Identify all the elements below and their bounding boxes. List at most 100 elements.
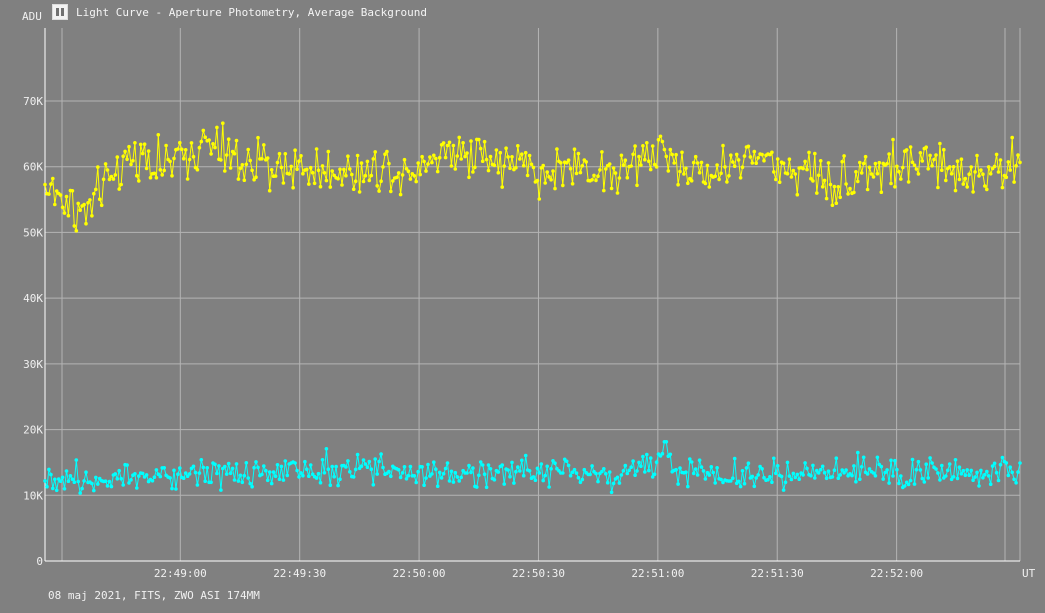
- series-1-point: [449, 164, 454, 168]
- series-2-point: [445, 461, 450, 465]
- series-2-point: [492, 478, 497, 482]
- series-2-point: [297, 475, 301, 479]
- series-1-point: [305, 167, 309, 172]
- series-1-point: [72, 224, 77, 228]
- series-1-point: [1014, 164, 1018, 168]
- series-1-point: [559, 161, 563, 165]
- series-1-point: [488, 154, 493, 159]
- series-2-point: [875, 455, 880, 460]
- series-2-point: [373, 457, 378, 461]
- series-2-point: [850, 473, 854, 478]
- series-2-point: [361, 458, 366, 462]
- series-1-point: [92, 191, 96, 196]
- series-1-point: [457, 135, 462, 140]
- light-curve-app-icon[interactable]: [52, 4, 68, 20]
- series-1-point: [195, 167, 200, 172]
- series-1-point: [867, 165, 872, 170]
- series-2-point: [332, 474, 337, 479]
- series-1-point: [959, 157, 964, 161]
- series-1-point: [53, 202, 57, 207]
- series-2-point: [564, 459, 569, 464]
- series-2-point: [316, 471, 321, 476]
- series-2-point: [752, 484, 757, 489]
- series-1-point: [793, 172, 798, 176]
- series-2-point: [689, 460, 694, 464]
- series-1-point: [748, 155, 753, 159]
- series-2-point: [1014, 481, 1018, 485]
- series-2-point: [770, 480, 774, 485]
- series-1-point: [682, 172, 686, 176]
- series-2-point: [883, 470, 887, 475]
- series-1-point: [459, 157, 464, 161]
- x-tick-label: 22:51:00: [631, 567, 684, 580]
- series-1-point: [531, 165, 536, 170]
- series-1-point: [520, 152, 524, 156]
- series-1-point: [916, 172, 921, 176]
- series-1-point: [252, 177, 256, 182]
- series-1-point: [1004, 175, 1009, 180]
- series-1-point: [310, 170, 315, 175]
- series-1-point: [408, 177, 413, 181]
- series-1-point: [365, 159, 370, 164]
- series-1-point: [197, 145, 202, 150]
- series-1-point: [170, 174, 174, 178]
- series-1-point: [918, 151, 923, 155]
- series-2-point: [961, 468, 966, 473]
- series-2-point: [809, 473, 813, 478]
- series-2-point: [754, 476, 758, 480]
- series-1-point: [351, 187, 356, 191]
- series-2-point: [582, 467, 587, 472]
- series-1-point: [406, 169, 411, 173]
- series-1-point: [58, 193, 63, 197]
- series-2-point: [338, 477, 342, 482]
- series-2-point: [226, 461, 231, 466]
- series-1-point: [1016, 153, 1020, 157]
- series-2-point: [801, 473, 805, 477]
- series-2-point: [854, 479, 858, 484]
- series-2-point: [49, 472, 53, 477]
- series-1-point: [877, 160, 882, 165]
- series-2-point: [947, 462, 952, 466]
- series-1-point: [396, 171, 401, 175]
- series-2-point: [348, 470, 352, 474]
- chart-series: [43, 121, 1022, 495]
- series-1-point: [662, 147, 667, 152]
- series-2-point: [971, 478, 975, 483]
- series-2-point: [775, 464, 780, 468]
- series-1-point: [652, 162, 657, 167]
- series-1-point: [621, 163, 626, 167]
- series-1-point: [859, 171, 864, 175]
- series-2-point: [105, 484, 110, 488]
- series-2-point: [254, 460, 258, 464]
- series-2-point: [920, 476, 925, 481]
- series-1-point: [861, 161, 866, 166]
- series-2-point: [193, 470, 198, 475]
- series-1-point: [777, 180, 782, 184]
- series-1-point: [269, 168, 274, 172]
- series-1-point: [97, 197, 102, 201]
- series-2-point: [990, 464, 995, 468]
- series-1-point: [291, 185, 295, 190]
- series-2-point: [80, 486, 84, 491]
- series-1-point: [434, 156, 438, 161]
- series-2-point: [482, 472, 487, 477]
- series-1-point: [568, 166, 573, 171]
- series-2-point: [238, 473, 243, 478]
- series-2-point: [328, 483, 333, 488]
- series-1-point: [736, 158, 741, 162]
- series-2-point: [678, 466, 682, 470]
- series-1-point: [455, 154, 460, 158]
- series-2-point: [805, 466, 809, 471]
- series-1-point: [750, 161, 755, 165]
- series-2-point: [252, 465, 256, 470]
- series-1-point: [189, 141, 194, 145]
- series-2-point: [547, 485, 551, 489]
- series-1-point: [435, 169, 440, 174]
- series-1-point: [277, 151, 282, 156]
- series-2-point: [813, 476, 817, 480]
- series-2-point: [133, 472, 137, 476]
- series-2-point: [295, 468, 299, 473]
- series-2-point: [783, 480, 788, 485]
- series-2-point: [144, 473, 149, 477]
- series-2-point: [568, 473, 573, 478]
